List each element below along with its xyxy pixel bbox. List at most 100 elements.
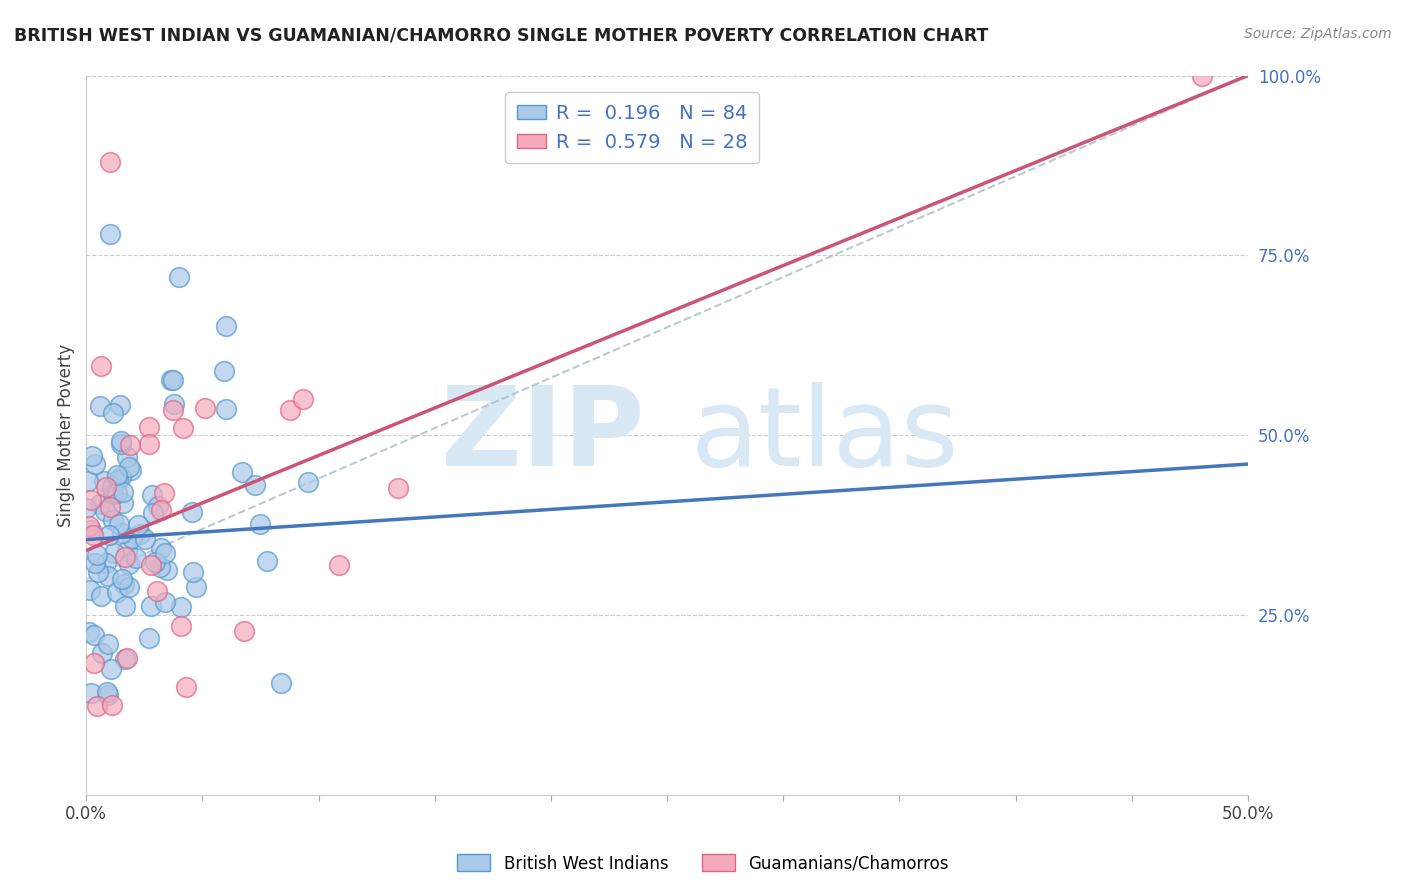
Point [232,624,254,639]
Point [118,459,141,474]
Point [82,528,104,542]
Point [387,481,409,495]
Point [112,485,135,500]
Point [101,406,124,420]
Point [83,457,105,471]
Point [120,463,142,477]
Legend: R =  0.196   N = 84, R =  0.579   N = 28: R = 0.196 N = 84, R = 0.579 N = 28 [505,93,759,163]
Point [256,554,278,568]
Point [110,437,132,451]
Point [110,434,132,448]
Text: Source: ZipAtlas.com: Source: ZipAtlas.com [1244,27,1392,41]
Point [97,688,120,702]
Point [115,450,138,465]
Point [80,449,103,463]
Point [149,541,172,556]
Point [107,474,129,488]
Point [114,549,136,564]
Point [249,516,271,531]
Point [100,480,122,494]
Point [270,676,292,690]
Point [297,475,319,490]
Point [145,555,167,569]
Point [243,478,266,492]
Point [94,504,117,518]
Point [138,419,160,434]
Point [79,685,101,699]
Point [292,392,315,406]
Point [114,652,136,666]
Point [231,465,253,479]
Point [149,560,172,574]
Point [1191,69,1213,83]
Point [142,506,165,520]
Point [114,599,136,613]
Point [156,563,179,577]
Point [139,599,162,613]
Point [149,503,172,517]
Text: BRITISH WEST INDIAN VS GUAMANIAN/CHAMORRO SINGLE MOTHER POVERTY CORRELATION CHAR: BRITISH WEST INDIAN VS GUAMANIAN/CHAMORR… [14,27,988,45]
Point [80,523,103,537]
Point [97,569,120,583]
Point [108,399,131,413]
Point [98,528,121,542]
Point [212,364,235,378]
Point [181,565,204,579]
Point [83,628,105,642]
Point [146,499,169,513]
Point [127,518,149,533]
Point [146,584,169,599]
Point [110,470,132,484]
Point [96,685,118,699]
Point [75,501,97,516]
Point [97,637,120,651]
Point [128,526,150,541]
Point [163,397,186,411]
Point [170,619,193,633]
Point [107,468,129,483]
Point [98,500,121,515]
Point [98,154,121,169]
Point [90,646,112,660]
Point [86,548,108,562]
Point [79,625,101,640]
Point [115,544,138,558]
Point [162,373,184,387]
Point [93,474,115,488]
Point [138,631,160,645]
Point [94,480,117,494]
Point [79,583,101,598]
Point [118,557,141,571]
Point [111,573,134,587]
Point [153,485,176,500]
Point [111,495,134,509]
Point [107,517,129,532]
Point [77,518,100,533]
Point [139,558,162,573]
Text: atlas: atlas [690,382,959,489]
Point [90,359,112,374]
Point [89,399,111,413]
Point [174,680,197,694]
Point [101,513,124,527]
Legend: British West Indians, Guamanians/Chamorros: British West Indians, Guamanians/Chamorr… [450,847,956,880]
Text: ZIP: ZIP [440,382,644,489]
Point [215,402,238,417]
Y-axis label: Single Mother Poverty: Single Mother Poverty [58,343,75,527]
Point [94,556,117,570]
Point [83,657,105,671]
Point [121,532,143,546]
Point [278,402,301,417]
Point [87,565,110,579]
Point [167,270,190,285]
Point [111,526,134,541]
Point [89,497,111,511]
Point [80,493,103,508]
Point [181,505,204,519]
Point [160,373,183,387]
Point [170,600,193,615]
Point [86,698,108,713]
Point [117,651,139,665]
Point [124,551,146,566]
Point [76,474,98,488]
